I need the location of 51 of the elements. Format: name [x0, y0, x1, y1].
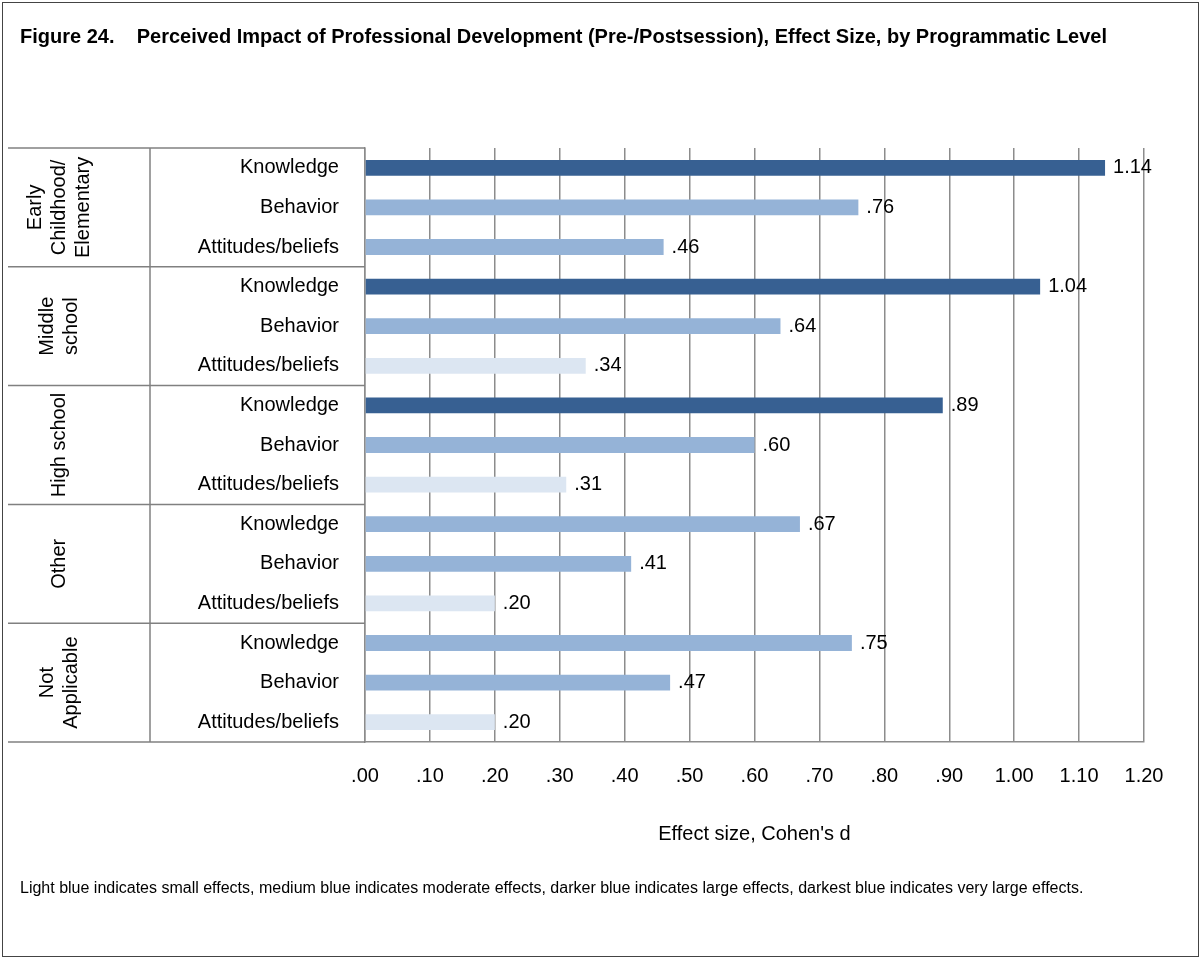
y-tick-label: Behavior [260, 670, 340, 693]
x-tick-label: .60 [740, 763, 769, 786]
data-label: .20 [502, 709, 531, 732]
data-label: .46 [671, 234, 700, 257]
x-tick-label: 1.10 [1059, 763, 1099, 786]
x-axis-title: Effect size, Cohen's d [658, 821, 851, 844]
y-tick-label: Behavior [260, 313, 340, 336]
x-tick-label: .00 [351, 763, 379, 786]
y-tick-label: Behavior [260, 432, 340, 455]
y-tick-label: Attitudes/beliefs [197, 590, 339, 613]
text: Light blue indicates small effects, medium blue indicates moderate effects, darker blue indicates large effects, darkest blue indicates very large effects. [20, 878, 1085, 898]
x-tick-label: .80 [870, 763, 899, 786]
data-label: .31 [574, 472, 603, 495]
data-label: .67 [807, 511, 836, 534]
x-tick-label: .90 [935, 763, 964, 786]
chart-title: Figure 24. Perceived Impact of Professional Development (Pre-/Postsession), Effect Size, by Programmatic Level [20, 24, 1109, 49]
data-label: .34 [593, 353, 622, 376]
data-label: 1.04 [1048, 274, 1088, 297]
x-tick-label: 1.20 [1124, 763, 1164, 786]
x-tick-label: .10 [416, 763, 444, 786]
text: Middle school [34, 296, 81, 356]
x-tick-label: .20 [480, 763, 509, 786]
y-tick-label: Behavior [260, 551, 340, 574]
text: Early Childhood/ Elementary [22, 156, 93, 258]
y-tick-label: Knowledge [240, 511, 339, 534]
data-label: .75 [859, 630, 888, 653]
y-tick-label: Attitudes/beliefs [197, 234, 339, 257]
y-tick-label: Knowledge [240, 392, 339, 415]
data-label: .41 [639, 551, 667, 574]
data-label: .89 [950, 392, 979, 415]
y-tick-label: Behavior [260, 194, 340, 217]
data-label: 1.14 [1113, 155, 1152, 178]
text: Other [46, 538, 69, 589]
y-tick-label: Attitudes/beliefs [197, 353, 339, 376]
data-label: .47 [678, 670, 706, 693]
x-tick-label: .50 [675, 763, 704, 786]
x-tick-label: 1.00 [994, 763, 1034, 786]
x-tick-label: .40 [610, 763, 639, 786]
x-tick-label: .30 [545, 763, 574, 786]
y-tick-label: Attitudes/beliefs [197, 709, 339, 732]
text: High school [46, 392, 69, 498]
y-tick-label: Knowledge [240, 274, 339, 297]
data-label: .60 [762, 432, 791, 455]
text: Not Applicable [34, 636, 81, 729]
y-tick-label: Attitudes/beliefs [197, 472, 339, 495]
data-label: .76 [866, 194, 895, 217]
x-tick-label: .70 [805, 763, 834, 786]
data-label: .20 [502, 590, 531, 613]
data-label: .64 [788, 313, 817, 336]
y-tick-label: Knowledge [240, 630, 339, 653]
y-tick-label: Knowledge [240, 155, 339, 178]
